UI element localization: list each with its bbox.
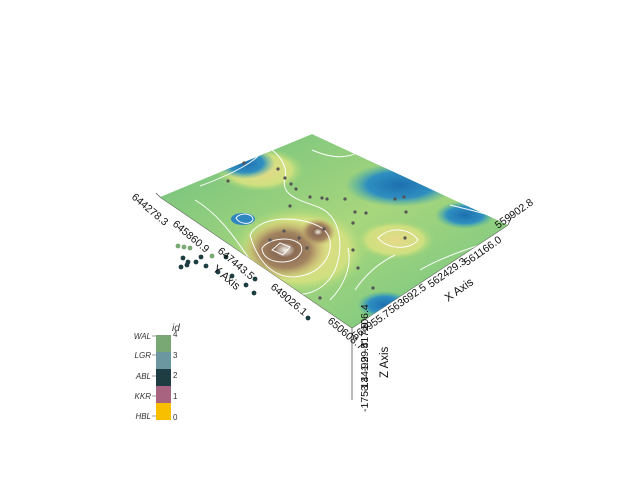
orientation-points (175, 243, 311, 321)
legend-label-abl: ABL (135, 372, 151, 381)
legend-swatch-abl (156, 369, 171, 386)
legend-value-0: 0 (173, 413, 178, 422)
x-axis-title: X Axis (443, 276, 476, 304)
legend-value-1: 1 (173, 392, 178, 401)
z-axis: -1753.4 -1341.9 -929.4 -517.9 -106.4 Z A… (359, 304, 391, 412)
z-axis-title: Z Axis (379, 346, 391, 378)
legend: id WAL LGR ABL KKR HBL 4 3 2 1 0 (134, 323, 180, 422)
legend-title: id (172, 323, 180, 334)
legend-label-wal: WAL (134, 332, 151, 341)
legend-swatch-wal (156, 335, 171, 352)
legend-swatch-lgr (156, 352, 171, 369)
legend-swatch-hbl (156, 403, 171, 420)
legend-value-4: 4 (173, 330, 178, 339)
legend-value-2: 2 (173, 371, 178, 380)
legend-label-kkr: KKR (135, 392, 152, 401)
z-tick: -517.9 (359, 322, 371, 352)
legend-swatch-kkr (156, 386, 171, 403)
borehole-markers (226, 161, 408, 300)
z-tick: -1753.4 (359, 376, 371, 412)
z-tick: -929.4 (359, 342, 371, 372)
z-tick: -106.4 (359, 304, 371, 334)
z-tick: -1341.9 (359, 356, 371, 392)
legend-label-lgr: LGR (135, 351, 152, 360)
x-tick: 559902.8 (493, 196, 536, 231)
legend-value-3: 3 (173, 351, 178, 360)
legend-label-hbl: HBL (135, 412, 151, 421)
